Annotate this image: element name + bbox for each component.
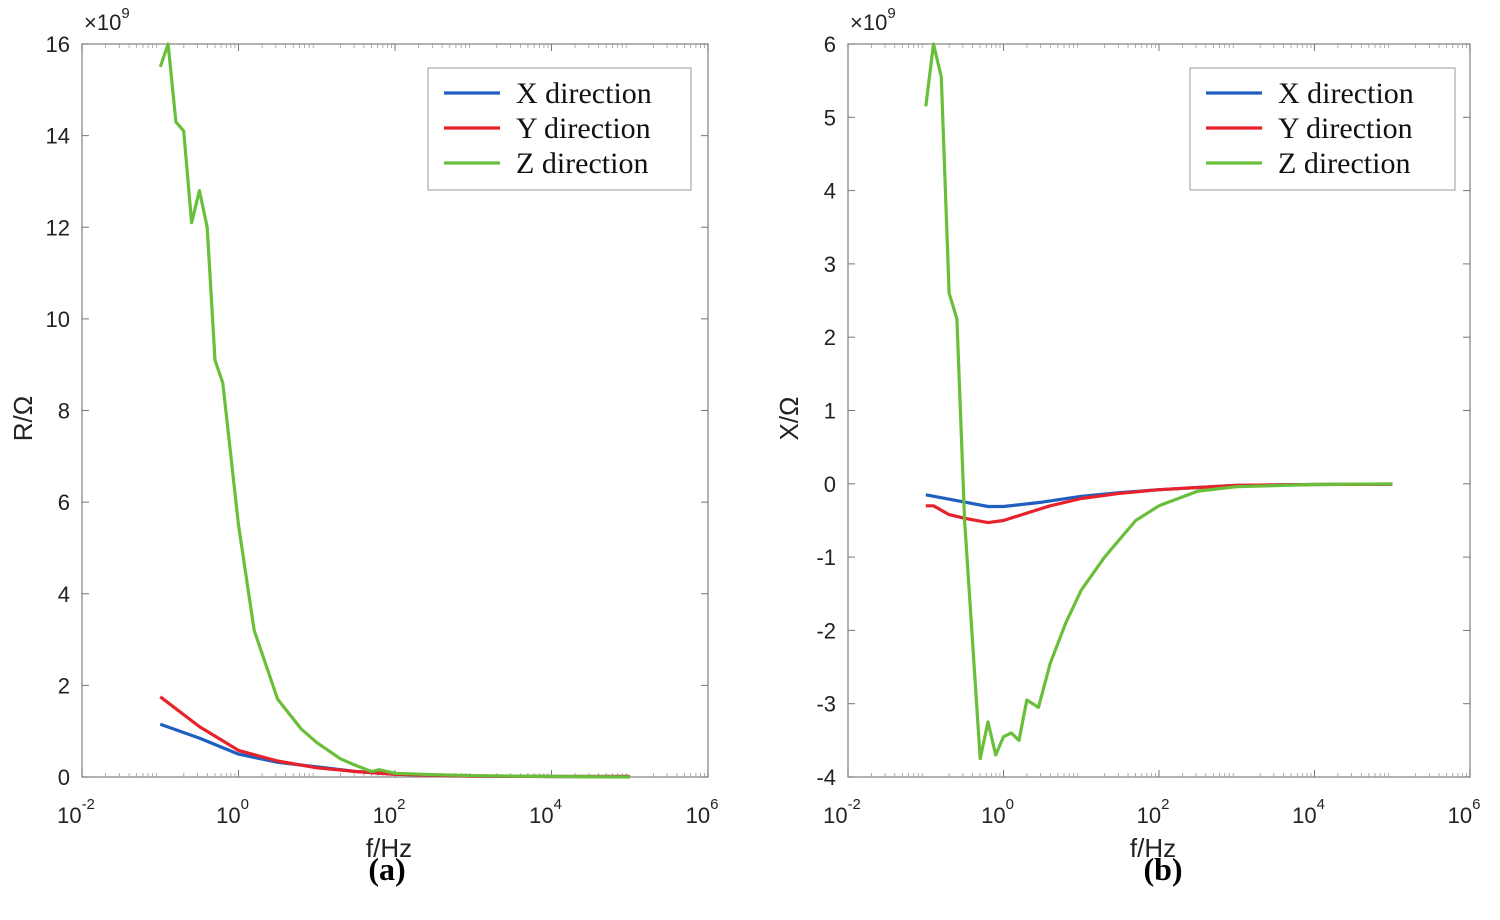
y-tick-label: 6 [824, 32, 836, 57]
y-tick-label: 5 [824, 105, 836, 130]
y-tick-label: 0 [824, 472, 836, 497]
y-tick-label: -4 [816, 765, 836, 790]
x-tick-label: 100 [216, 796, 249, 828]
y-tick-label: 16 [46, 32, 70, 57]
series-line-z [924, 42, 1393, 761]
y-tick-label: 12 [46, 215, 70, 240]
y-tick-label: 1 [824, 399, 836, 424]
series-line-x [925, 482, 1393, 509]
panel-label: (a) [368, 851, 405, 887]
series-line-y [925, 482, 1393, 525]
y-tick-label: 10 [46, 307, 70, 332]
y-tick-label: 2 [58, 673, 70, 698]
chart-panel-a: 0 2 4 6 8 10 12 14 16 10-2 100 102 104 106 ×109 R/Ω f/Hz… [8, 5, 718, 887]
y-tick-label: 2 [824, 325, 836, 350]
y-tick-label: 4 [824, 179, 836, 204]
y-multiplier-label: ×109 [850, 5, 896, 35]
x-tick-label: 10-2 [57, 796, 95, 828]
legend-entry: Z direction [516, 147, 648, 180]
y-tick-label: 8 [58, 399, 70, 424]
y-axis-title: R/Ω [8, 396, 38, 441]
panel-label: (b) [1143, 851, 1182, 887]
x-tick-label: 106 [1448, 796, 1481, 828]
y-tick-label: 14 [46, 124, 70, 149]
x-tick-label: 10-2 [823, 796, 861, 828]
y-tick-label: 4 [58, 582, 70, 607]
y-tick-label: -2 [816, 618, 836, 643]
x-axis-title: f/Hz [1130, 833, 1176, 863]
y-tick-label: 3 [824, 252, 836, 277]
legend-entry: Z direction [1278, 147, 1410, 180]
chart-panel-b: -4 -3 -2 -1 0 1 2 3 4 5 6 10-2 100 102 104 106 ×109 X/Ω f/… [774, 5, 1480, 887]
legend-entry: X direction [516, 77, 652, 110]
y-tick-label: -1 [816, 545, 836, 570]
y-tick-label: -3 [816, 692, 836, 717]
y-tick-label: 0 [58, 765, 70, 790]
x-tick-label: 104 [1292, 796, 1325, 828]
x-tick-label: 106 [686, 796, 719, 828]
y-multiplier-label: ×109 [84, 5, 130, 35]
y-tick-label: 6 [58, 490, 70, 515]
y-axis-title: X/Ω [774, 396, 804, 440]
series-line-x [159, 722, 630, 779]
series-line-z [158, 42, 630, 779]
x-axis-title: f/Hz [366, 833, 412, 863]
legend-entry: X direction [1278, 77, 1414, 110]
x-tick-label: 102 [1137, 796, 1170, 828]
legend-entry: Y direction [1278, 112, 1413, 145]
x-tick-label: 100 [981, 796, 1014, 828]
x-tick-label: 104 [529, 796, 562, 828]
legend-entry: Y direction [516, 112, 651, 145]
series-line-y [159, 695, 630, 779]
x-tick-label: 102 [373, 796, 406, 828]
